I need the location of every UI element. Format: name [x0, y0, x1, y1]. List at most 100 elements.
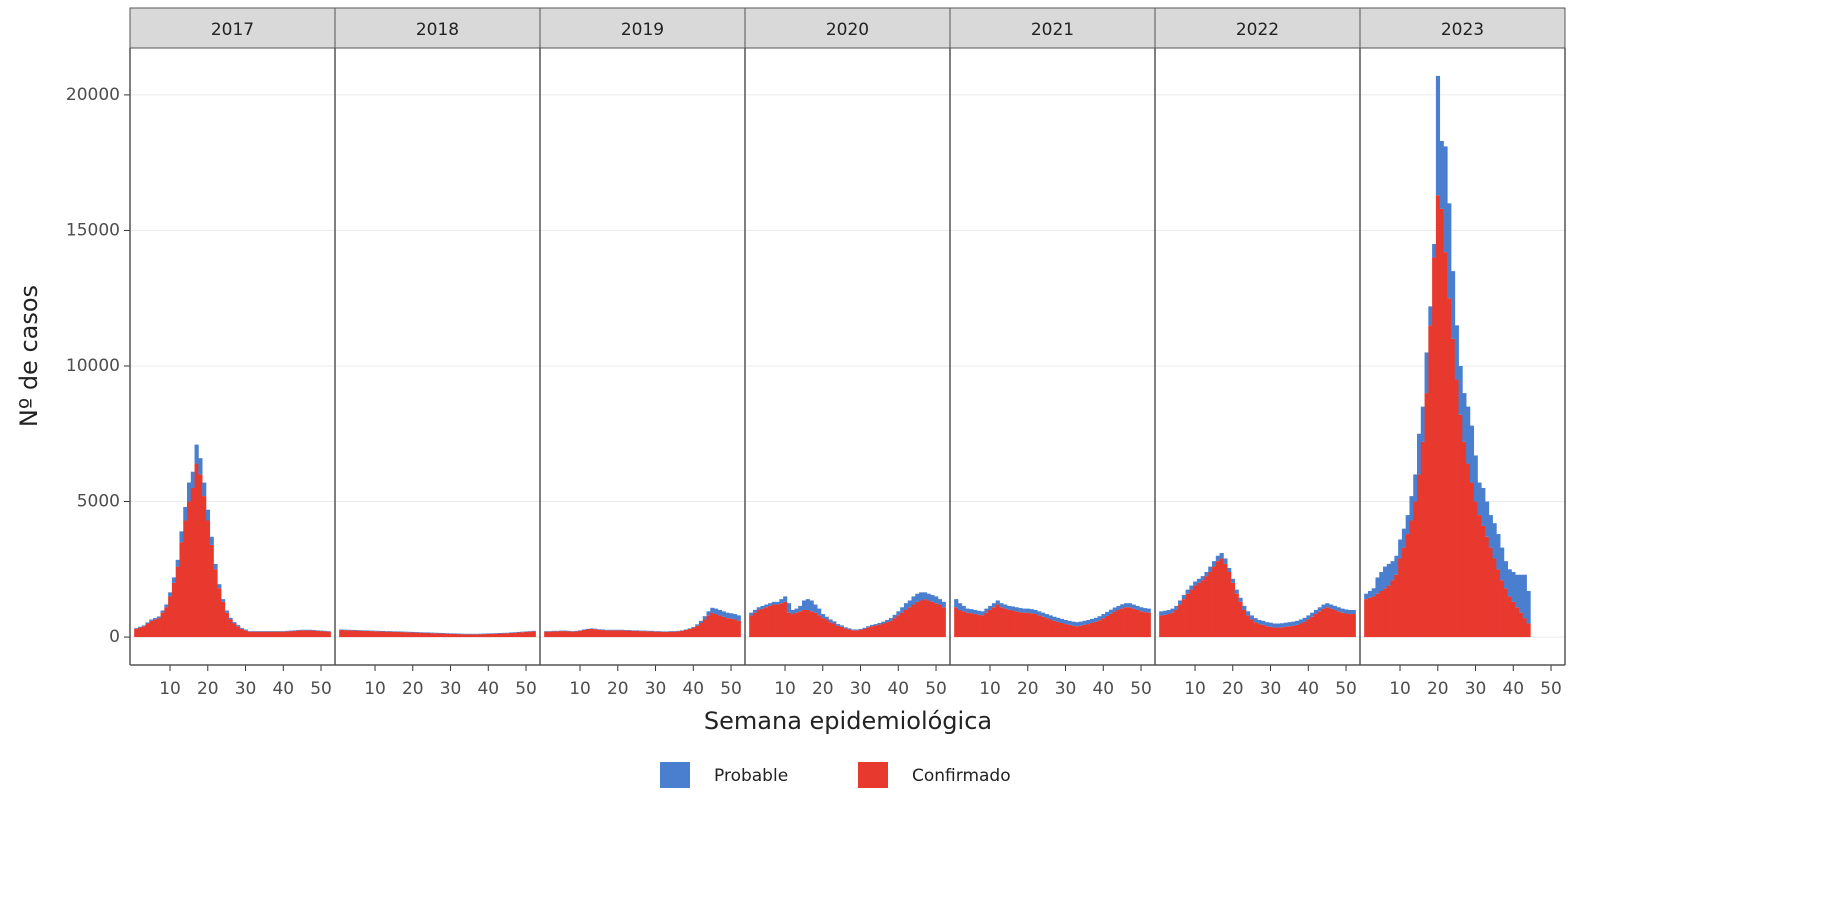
bar: [1261, 620, 1266, 625]
bar: [410, 631, 416, 633]
bar: [239, 628, 245, 638]
bar: [646, 631, 651, 638]
bar: [1200, 576, 1205, 581]
bar: [319, 631, 324, 638]
bar: [1242, 605, 1247, 610]
bar: [612, 629, 617, 631]
bar: [638, 631, 643, 638]
bar: [410, 632, 416, 638]
legend-label: Confirmado: [912, 766, 1011, 786]
bar: [190, 471, 195, 488]
bar: [1484, 501, 1490, 537]
legend-swatch: [660, 762, 690, 788]
bar: [183, 506, 188, 521]
bar: [1007, 609, 1012, 638]
bar: [497, 633, 502, 634]
bar: [145, 622, 150, 624]
bar: [615, 630, 621, 638]
bar: [832, 621, 837, 624]
bar: [1037, 611, 1042, 616]
bar: [888, 618, 894, 621]
bar: [1375, 577, 1380, 594]
bar: [714, 608, 719, 615]
bar: [547, 631, 553, 638]
bar: [1511, 601, 1516, 638]
bar: [1108, 613, 1114, 638]
bar: [661, 631, 666, 632]
bar: [1093, 621, 1099, 638]
strip-label: 2017: [211, 20, 254, 40]
bar: [984, 608, 989, 613]
bar: [300, 629, 305, 631]
bar: [563, 630, 568, 632]
bar: [915, 593, 920, 602]
bar: [593, 629, 598, 638]
bar: [1059, 622, 1065, 638]
bar: [676, 630, 681, 632]
bar: [1189, 585, 1194, 590]
bar: [578, 630, 583, 638]
bar: [736, 620, 741, 638]
bar: [220, 599, 226, 602]
y-tick-label: 10000: [66, 356, 120, 376]
bar: [258, 631, 263, 632]
bar: [1458, 414, 1463, 638]
bar: [1003, 604, 1008, 609]
bar: [307, 630, 312, 638]
bar: [623, 630, 628, 631]
bar: [202, 482, 207, 497]
bar: [794, 608, 799, 613]
bar: [756, 607, 761, 610]
bar: [277, 631, 282, 638]
bar: [749, 612, 754, 616]
bar: [1059, 618, 1065, 623]
x-tick-label: 40: [682, 679, 704, 699]
bar: [1428, 325, 1433, 638]
bar: [802, 609, 807, 638]
bar: [422, 632, 427, 638]
bar: [934, 596, 939, 604]
bar: [1492, 523, 1497, 559]
bar: [380, 630, 385, 632]
legend-swatch: [858, 762, 888, 788]
bar: [566, 631, 571, 638]
bar: [254, 631, 260, 638]
bar: [1386, 585, 1391, 638]
bar: [311, 630, 316, 638]
legend-label: Probable: [714, 766, 788, 786]
bar: [828, 619, 833, 623]
strip-label: 2021: [1031, 20, 1074, 40]
bar: [1325, 603, 1330, 608]
bar: [1159, 615, 1164, 638]
bar: [1025, 612, 1031, 638]
bar: [1503, 588, 1509, 638]
bar: [134, 628, 139, 629]
bar: [531, 631, 536, 638]
bar: [1439, 208, 1444, 638]
bar: [224, 612, 229, 638]
bar: [623, 630, 628, 638]
bar: [710, 612, 715, 638]
bar: [786, 603, 792, 613]
x-tick-label: 20: [812, 679, 834, 699]
bar: [392, 631, 397, 632]
y-tick-label: 20000: [66, 85, 120, 105]
bar: [501, 633, 506, 638]
bar: [695, 625, 700, 638]
bar: [326, 631, 331, 638]
bar: [1450, 271, 1456, 339]
bar: [619, 630, 624, 638]
bar: [1287, 626, 1292, 638]
bar: [1462, 393, 1467, 442]
bar: [1093, 617, 1099, 622]
bar: [358, 630, 363, 638]
bar: [1473, 455, 1478, 502]
bar: [1142, 608, 1148, 613]
bar: [339, 629, 344, 631]
bar: [779, 603, 784, 638]
bar: [414, 632, 419, 633]
bar: [388, 631, 393, 632]
bar: [984, 612, 989, 638]
bar: [1298, 619, 1304, 624]
bar: [1340, 612, 1345, 638]
